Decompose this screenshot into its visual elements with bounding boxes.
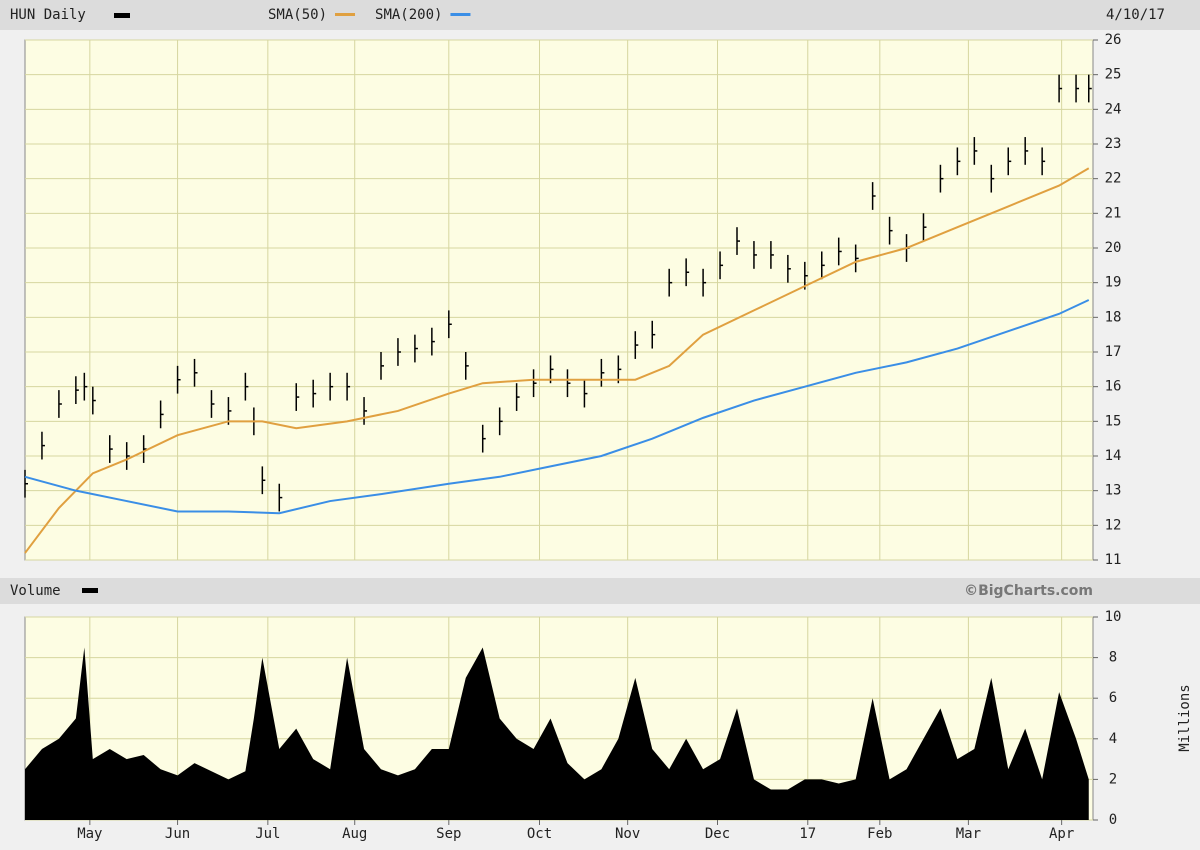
chart-title: HUN Daily [10,7,86,23]
x-tick-label: Aug [342,826,367,842]
volume-header-bar [0,578,1200,604]
x-tick-label: Jul [255,826,280,842]
y-tick-label: 16 [1105,379,1122,395]
x-tick-label: Apr [1049,826,1074,842]
y-tick-label: 12 [1105,517,1122,533]
legend-swatch [114,13,130,18]
y-tick-label: 0 [1109,812,1117,828]
x-tick-label: Jun [165,826,190,842]
y-tick-label: 4 [1109,731,1117,747]
y-tick-label: 21 [1105,205,1122,221]
y-tick-label: 18 [1105,309,1122,325]
y-tick-label: 20 [1105,240,1122,256]
date-label: 4/10/17 [1106,7,1165,23]
legend-swatch [335,13,356,16]
x-tick-label: Sep [436,826,461,842]
x-tick-label: Feb [867,826,892,842]
legend-swatch [450,13,471,16]
y-tick-label: 13 [1105,483,1122,499]
x-tick-label: Mar [956,826,981,842]
y-tick-label: 23 [1105,136,1122,152]
y-tick-label: 19 [1105,275,1122,291]
y-tick-label: 6 [1109,690,1117,706]
volume-legend-swatch [82,588,98,593]
y-tick-label: 11 [1105,552,1122,568]
sma-line [24,167,1090,554]
price-plot [24,39,1094,561]
price-bars [24,74,1092,512]
y-tick-label: 8 [1109,650,1117,666]
sma-line [24,299,1090,515]
y-tick-label: 15 [1105,413,1122,429]
y-tick-label: 14 [1105,448,1122,464]
y-axis-label: Millions [1177,684,1193,751]
x-tick-label: Oct [527,826,552,842]
y-tick-label: 22 [1105,171,1122,187]
x-tick-label: May [77,826,102,842]
x-tick-label: Dec [705,826,730,842]
y-tick-label: 25 [1105,67,1122,83]
legend-label: SMA(200) [375,7,442,23]
y-tick-label: 10 [1105,609,1122,625]
y-tick-label: 17 [1105,344,1122,360]
volume-title: Volume [10,583,61,599]
header-bar [0,0,1200,30]
y-tick-label: 26 [1105,32,1122,48]
x-tick-label: 17 [799,826,816,842]
legend-label: SMA(50) [268,7,327,23]
x-tick-label: Nov [615,826,640,842]
y-tick-label: 24 [1105,101,1122,117]
credit: ©BigCharts.com [964,583,1093,599]
volume-area [25,647,1089,820]
y-tick-label: 2 [1109,771,1117,787]
